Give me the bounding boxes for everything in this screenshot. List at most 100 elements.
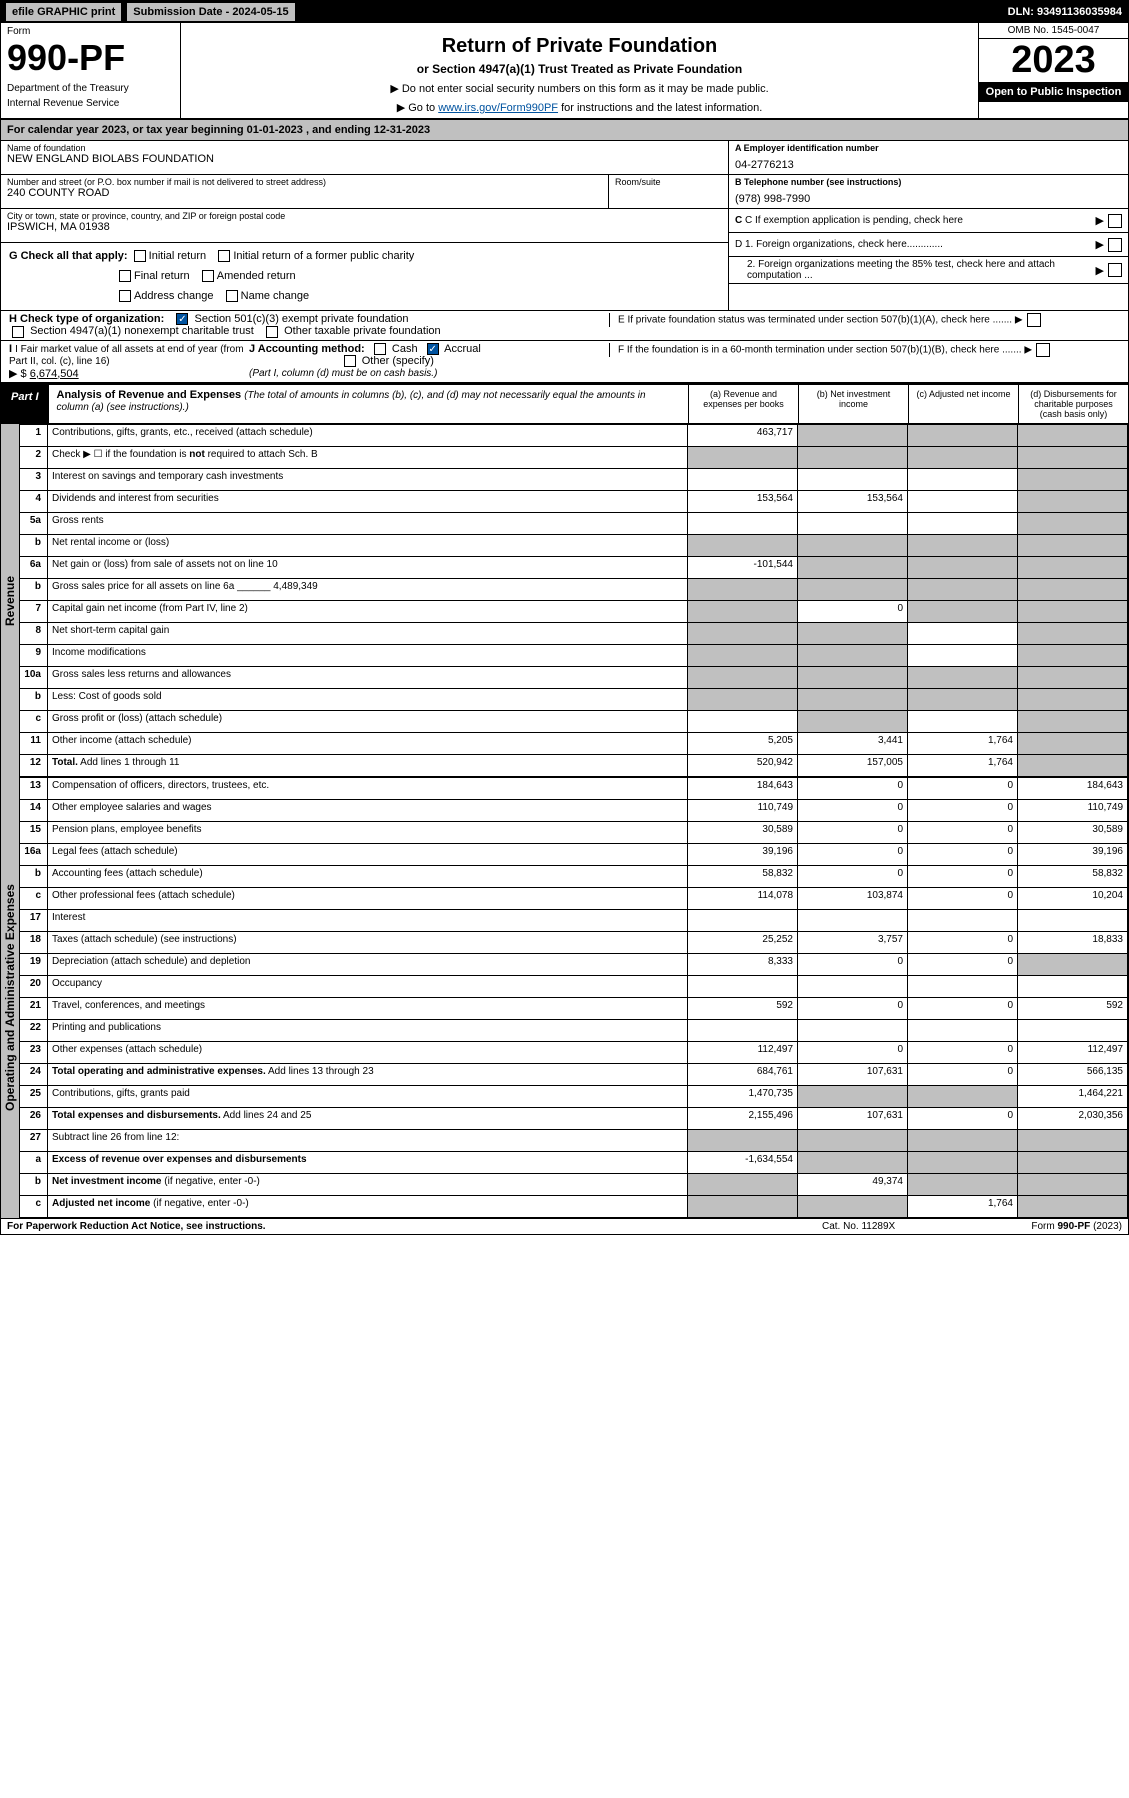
cb-other-tax[interactable]	[266, 326, 278, 338]
table-row: 1Contributions, gifts, grants, etc., rec…	[20, 424, 1128, 446]
h-row: H Check type of organization: ✓ Section …	[1, 311, 1128, 340]
table-row: 13Compensation of officers, directors, t…	[20, 777, 1128, 799]
expenses-table: 13Compensation of officers, directors, t…	[19, 777, 1128, 1218]
c-checkbox[interactable]	[1108, 214, 1122, 228]
room-label: Room/suite	[615, 177, 722, 187]
tax-year: 2023	[979, 39, 1128, 82]
revenue-label: Revenue	[1, 424, 19, 777]
table-row: 21Travel, conferences, and meetings59200…	[20, 997, 1128, 1019]
expenses-section: Operating and Administrative Expenses 13…	[1, 777, 1128, 1218]
cb-final[interactable]	[119, 270, 131, 282]
submission-date: Submission Date - 2024-05-15	[126, 2, 295, 22]
table-row: 8Net short-term capital gain	[20, 622, 1128, 644]
table-row: bNet rental income or (loss)	[20, 534, 1128, 556]
part1-title: Analysis of Revenue and Expenses (The to…	[49, 385, 688, 423]
table-row: 14Other employee salaries and wages110,7…	[20, 799, 1128, 821]
cb-4947[interactable]	[12, 326, 24, 338]
table-row: 10aGross sales less returns and allowanc…	[20, 666, 1128, 688]
table-row: 3Interest on savings and temporary cash …	[20, 468, 1128, 490]
cb-initial[interactable]	[134, 250, 146, 262]
e-row: E If private foundation status was termi…	[609, 313, 1120, 327]
d1-checkbox[interactable]	[1108, 238, 1122, 252]
form-subtitle: or Section 4947(a)(1) Trust Treated as P…	[193, 62, 966, 76]
table-row: 27Subtract line 26 from line 12:	[20, 1129, 1128, 1151]
col-a-hdr: (a) Revenue and expenses per books	[688, 385, 798, 423]
entity-right: A Employer identification number 04-2776…	[728, 141, 1128, 310]
form-note2: ▶ Go to www.irs.gov/Form990PF for instru…	[193, 101, 966, 114]
table-row: 18Taxes (attach schedule) (see instructi…	[20, 931, 1128, 953]
c-row: C C If exemption application is pending,…	[729, 209, 1128, 233]
d1-row: D 1. Foreign organizations, check here..…	[729, 233, 1128, 257]
table-row: 6aNet gain or (loss) from sale of assets…	[20, 556, 1128, 578]
part1-header: Part I Analysis of Revenue and Expenses …	[1, 383, 1128, 424]
g-section: G Check all that apply: Initial return I…	[1, 243, 728, 310]
f-checkbox[interactable]	[1036, 343, 1050, 357]
name-label: Name of foundation	[7, 143, 722, 153]
part1-tab: Part I	[1, 385, 49, 423]
table-row: 4Dividends and interest from securities1…	[20, 490, 1128, 512]
table-row: 16aLegal fees (attach schedule)39,196003…	[20, 843, 1128, 865]
table-row: 5aGross rents	[20, 512, 1128, 534]
cb-amended[interactable]	[202, 270, 214, 282]
entity-left: Name of foundation NEW ENGLAND BIOLABS F…	[1, 141, 728, 310]
table-row: bAccounting fees (attach schedule)58,832…	[20, 865, 1128, 887]
efile-button[interactable]: efile GRAPHIC print	[5, 2, 122, 22]
g-label: G Check all that apply:	[9, 250, 128, 262]
table-row: bNet investment income (if negative, ent…	[20, 1173, 1128, 1195]
ij-row: I I Fair market value of all assets at e…	[1, 341, 1128, 383]
addr-label: Number and street (or P.O. box number if…	[7, 177, 602, 187]
table-row: 7Capital gain net income (from Part IV, …	[20, 600, 1128, 622]
e-checkbox[interactable]	[1027, 313, 1041, 327]
cb-initial-former[interactable]	[218, 250, 230, 262]
table-row: 24Total operating and administrative exp…	[20, 1063, 1128, 1085]
col-d-hdr: (d) Disbursements for charitable purpose…	[1018, 385, 1128, 423]
col-c-hdr: (c) Adjusted net income	[908, 385, 1018, 423]
table-row: 2Check ▶ ☐ if the foundation is not requ…	[20, 446, 1128, 468]
open-public: Open to Public Inspection	[979, 82, 1128, 102]
table-row: 12Total. Add lines 1 through 11520,94215…	[20, 754, 1128, 776]
cb-other-method[interactable]	[344, 355, 356, 367]
footer-mid: Cat. No. 11289X	[822, 1221, 972, 1232]
irs-label: Internal Revenue Service	[7, 98, 174, 109]
header-bar: efile GRAPHIC print Submission Date - 20…	[1, 1, 1128, 23]
form-note1: ▶ Do not enter social security numbers o…	[193, 82, 966, 95]
table-row: bLess: Cost of goods sold	[20, 688, 1128, 710]
table-row: 17Interest	[20, 909, 1128, 931]
addr-row: Number and street (or P.O. box number if…	[1, 175, 608, 209]
name-row: Name of foundation NEW ENGLAND BIOLABS F…	[1, 141, 728, 175]
d2-checkbox[interactable]	[1108, 263, 1122, 277]
col-b-hdr: (b) Net investment income	[798, 385, 908, 423]
footer-right: Form 990-PF (2023)	[972, 1221, 1122, 1232]
cb-cash[interactable]	[374, 343, 386, 355]
ein-value: 04-2776213	[735, 159, 1122, 171]
entity-block: Name of foundation NEW ENGLAND BIOLABS F…	[1, 141, 1128, 311]
omb-number: OMB No. 1545-0047	[979, 23, 1128, 39]
table-row: 15Pension plans, employee benefits30,589…	[20, 821, 1128, 843]
street-address: 240 COUNTY ROAD	[7, 187, 602, 199]
cb-accrual[interactable]: ✓	[427, 343, 439, 355]
cb-501c3[interactable]: ✓	[176, 313, 188, 325]
cb-name[interactable]	[226, 290, 238, 302]
cb-address[interactable]	[119, 290, 131, 302]
form-right: OMB No. 1545-0047 2023 Open to Public In…	[978, 23, 1128, 118]
table-row: 22Printing and publications	[20, 1019, 1128, 1041]
ein-row: A Employer identification number 04-2776…	[729, 141, 1128, 175]
dept-treasury: Department of the Treasury	[7, 83, 174, 94]
phone-value: (978) 998-7990	[735, 193, 1122, 205]
city-label: City or town, state or province, country…	[7, 211, 722, 221]
form-title: Return of Private Foundation	[193, 35, 966, 58]
table-row: bGross sales price for all assets on lin…	[20, 578, 1128, 600]
table-row: 20Occupancy	[20, 975, 1128, 997]
footer-left: For Paperwork Reduction Act Notice, see …	[7, 1221, 822, 1232]
f-row: F If the foundation is in a 60-month ter…	[609, 343, 1120, 357]
table-row: cOther professional fees (attach schedul…	[20, 887, 1128, 909]
form-link[interactable]: www.irs.gov/Form990PF	[438, 102, 558, 114]
table-row: 25Contributions, gifts, grants paid1,470…	[20, 1085, 1128, 1107]
table-row: cAdjusted net income (if negative, enter…	[20, 1195, 1128, 1217]
fmv-value: 6,674,504	[30, 368, 79, 380]
table-row: aExcess of revenue over expenses and dis…	[20, 1151, 1128, 1173]
dln-label: DLN: 93491136035984	[1008, 6, 1122, 18]
form-container: efile GRAPHIC print Submission Date - 20…	[0, 0, 1129, 1235]
table-row: 11Other income (attach schedule)5,2053,4…	[20, 732, 1128, 754]
d2-row: 2. Foreign organizations meeting the 85%…	[729, 257, 1128, 284]
